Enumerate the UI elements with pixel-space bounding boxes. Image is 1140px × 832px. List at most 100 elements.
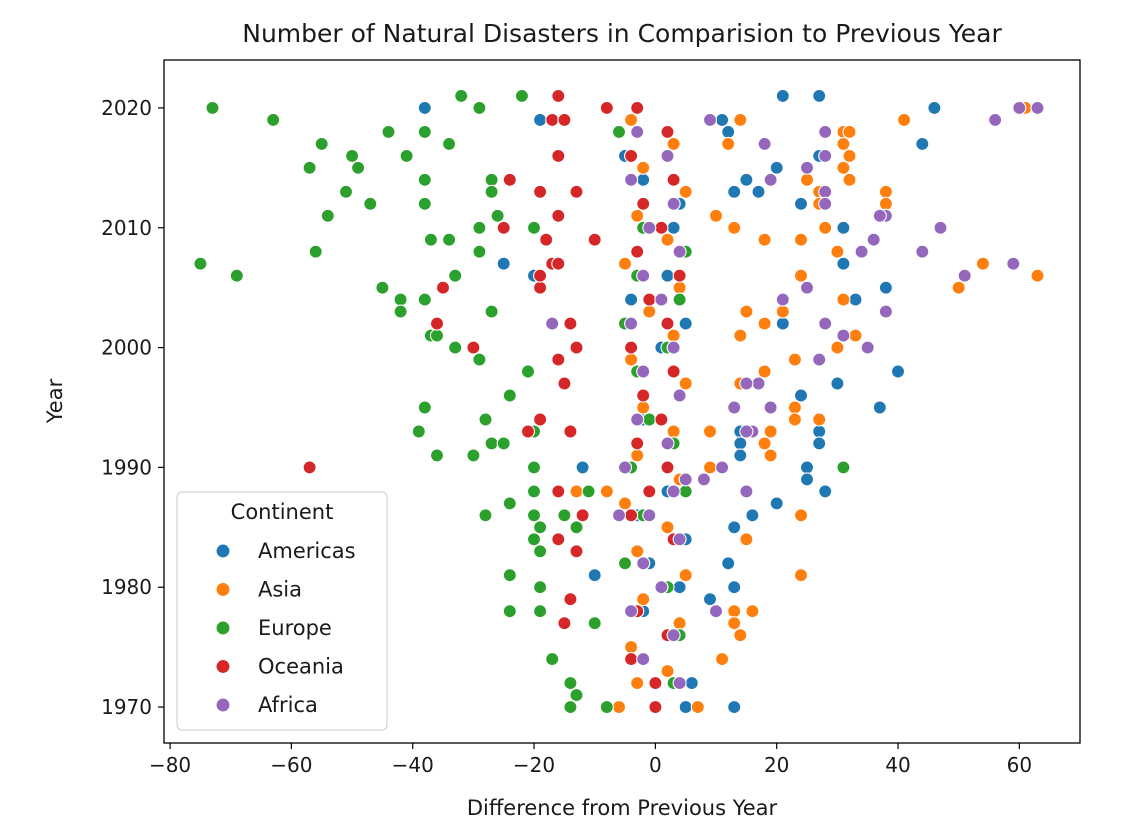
- point-americas-14: [836, 220, 851, 235]
- legend-marker-oceania: [215, 658, 231, 675]
- point-africa-14: [866, 232, 881, 247]
- point-oceania-24: [551, 484, 566, 499]
- point-asia-52: [715, 652, 730, 667]
- point-asia-35: [757, 364, 772, 379]
- point-oceania-15: [429, 316, 445, 331]
- point-africa-45: [636, 268, 651, 283]
- point-africa-50: [672, 388, 687, 403]
- point-asia-72: [666, 424, 681, 439]
- point-asia-8: [842, 148, 857, 163]
- point-oceania-7: [533, 184, 548, 199]
- point-asia-7: [836, 136, 851, 151]
- point-europe-37: [448, 340, 463, 355]
- point-asia-49: [745, 604, 760, 619]
- point-europe-18: [417, 196, 432, 211]
- point-asia-65: [617, 256, 633, 271]
- point-africa-28: [739, 376, 754, 391]
- point-europe-12: [351, 160, 366, 175]
- point-americas-9: [769, 160, 784, 175]
- point-europe-57: [526, 532, 542, 547]
- point-europe-52: [526, 484, 542, 499]
- point-europe-43: [478, 412, 493, 427]
- point-asia-29: [739, 304, 754, 319]
- point-africa-15: [915, 244, 930, 259]
- point-americas-13: [793, 196, 809, 211]
- point-europe-19: [320, 208, 335, 223]
- point-americas-50: [660, 268, 675, 283]
- point-asia-54: [599, 484, 614, 499]
- point-americas-23: [890, 364, 906, 379]
- point-asia-79: [636, 592, 651, 607]
- point-europe-23: [423, 232, 438, 247]
- point-oceania-50: [624, 508, 639, 523]
- point-europe-60: [533, 580, 548, 595]
- point-europe-5: [381, 124, 396, 139]
- point-europe-49: [526, 460, 542, 475]
- points-layer: [193, 88, 1045, 715]
- point-asia-19: [818, 220, 833, 235]
- point-europe-64: [563, 676, 578, 691]
- point-oceania-23: [302, 460, 317, 475]
- point-americas-63: [672, 580, 687, 595]
- point-oceania-38: [654, 220, 669, 235]
- point-asia-34: [830, 340, 845, 355]
- y-tick-label: 2020: [101, 96, 152, 120]
- point-europe-17: [363, 196, 378, 211]
- point-oceania-35: [624, 148, 639, 163]
- point-oceania-18: [551, 352, 566, 367]
- point-asia-23: [975, 256, 990, 271]
- point-europe-31: [393, 292, 408, 307]
- x-tick-label: 0: [649, 753, 662, 777]
- point-oceania-36: [666, 172, 681, 187]
- point-asia-22: [830, 244, 845, 259]
- point-europe-67: [599, 700, 614, 715]
- point-europe-44: [429, 448, 445, 463]
- point-europe-34: [484, 304, 499, 319]
- point-asia-43: [763, 448, 778, 463]
- point-oceania-27: [557, 616, 572, 631]
- point-asia-66: [672, 280, 687, 295]
- point-americas-31: [733, 448, 748, 463]
- point-asia-82: [660, 664, 675, 679]
- point-oceania-21: [563, 424, 578, 439]
- point-africa-39: [630, 124, 645, 139]
- point-oceania-47: [630, 436, 645, 451]
- point-asia-24: [951, 280, 966, 295]
- point-oceania-43: [624, 340, 639, 355]
- point-oceania-13: [533, 280, 548, 295]
- point-americas-36: [769, 496, 784, 511]
- point-americas-39: [721, 556, 736, 571]
- y-tick-label: 1980: [101, 575, 152, 599]
- point-europe-68: [587, 616, 602, 631]
- point-europe-70: [581, 484, 596, 499]
- point-asia-61: [636, 160, 651, 175]
- x-tick-label: −20: [513, 753, 555, 777]
- point-europe-21: [472, 220, 487, 235]
- point-asia-63: [630, 208, 645, 223]
- point-americas-43: [727, 700, 742, 715]
- point-americas-51: [624, 292, 639, 307]
- point-africa-5: [799, 160, 815, 175]
- point-americas-37: [745, 508, 760, 523]
- point-europe-11: [302, 160, 317, 175]
- point-americas-5: [715, 112, 730, 127]
- point-americas-21: [775, 316, 790, 331]
- point-americas-7: [915, 136, 930, 151]
- point-americas-0: [417, 100, 432, 115]
- point-europe-32: [417, 292, 432, 307]
- point-europe-39: [520, 364, 536, 379]
- point-asia-44: [702, 460, 718, 475]
- point-americas-52: [678, 316, 693, 331]
- point-asia-20: [757, 232, 772, 247]
- point-oceania-3: [599, 100, 614, 115]
- point-africa-38: [708, 604, 724, 619]
- y-axis-label: Year: [43, 378, 67, 424]
- legend-marker-europe: [215, 620, 231, 636]
- point-asia-62: [678, 184, 693, 199]
- point-americas-1: [775, 88, 790, 103]
- point-americas-33: [799, 460, 815, 475]
- point-asia-27: [836, 292, 851, 307]
- point-asia-32: [733, 328, 748, 343]
- point-americas-38: [727, 520, 742, 535]
